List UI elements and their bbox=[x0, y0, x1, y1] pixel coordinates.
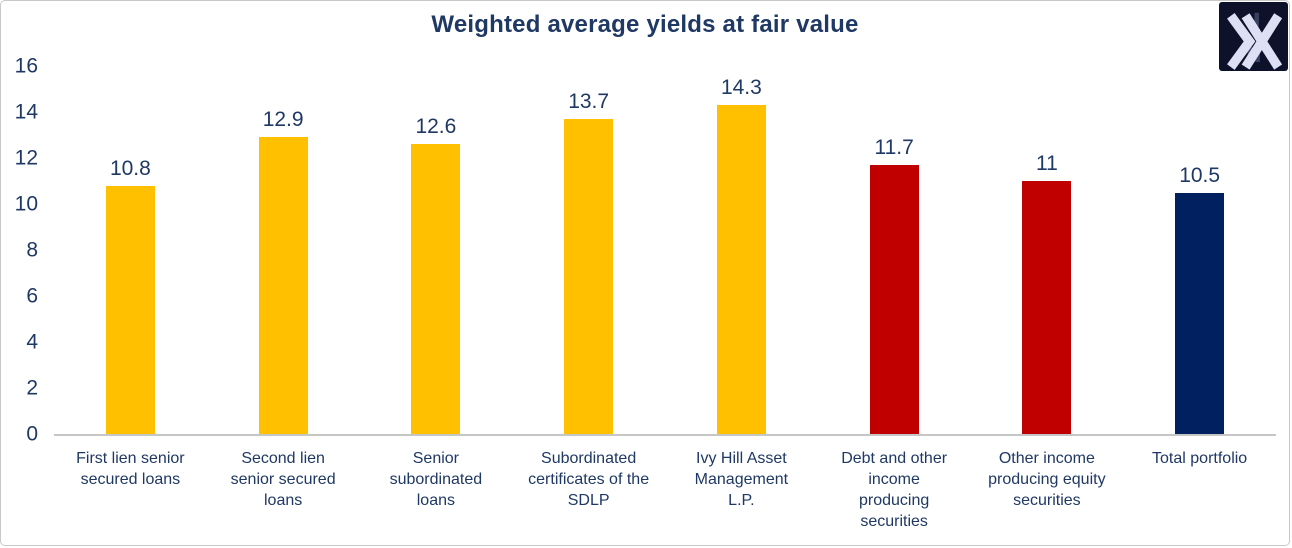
category-label: Other income producing equity securities bbox=[988, 450, 1106, 509]
y-axis-tick-label: 10 bbox=[14, 192, 38, 216]
logo-x-stroke bbox=[1241, 13, 1283, 70]
category-label: Subordinated certificates of the SDLP bbox=[528, 450, 650, 509]
bar bbox=[258, 137, 308, 434]
bar-group: 12.6 bbox=[360, 66, 513, 434]
bar bbox=[869, 164, 919, 434]
category-label: First lien senior secured loans bbox=[76, 450, 185, 488]
category-label: Second lien senior secured loans bbox=[230, 450, 336, 509]
bar-value-label: 11.7 bbox=[874, 135, 914, 159]
bar bbox=[564, 118, 614, 434]
bar-value-label: 10.8 bbox=[109, 156, 151, 180]
y-axis: 0 2 4 6 8 10 12 14 16 bbox=[1, 56, 38, 445]
bar-value-label: 11 bbox=[1035, 152, 1058, 175]
y-axis-tick-label: 2 bbox=[26, 376, 38, 400]
y-axis-tick-label: 12 bbox=[14, 146, 38, 170]
bar-value-label: 10.5 bbox=[1179, 163, 1221, 187]
plot-area: 10.8 12.9 12.6 13.7 14.3 11.7 11 10.5 bbox=[54, 66, 1276, 436]
y-axis-tick-label: 14 bbox=[14, 100, 38, 124]
bar-group: 11 bbox=[971, 66, 1124, 434]
bar-group: 13.7 bbox=[512, 66, 665, 434]
bars-container: 10.8 12.9 12.6 13.7 14.3 11.7 11 10.5 bbox=[54, 66, 1276, 434]
bar bbox=[716, 105, 766, 434]
bar-value-label: 12.9 bbox=[262, 108, 304, 132]
category-label: Senior subordinated loans bbox=[389, 450, 483, 509]
bar-group: 10.5 bbox=[1123, 66, 1276, 434]
logo-chevron bbox=[1227, 13, 1256, 70]
y-axis-tick-label: 4 bbox=[26, 330, 38, 354]
y-axis-tick-label: 8 bbox=[26, 238, 38, 262]
category-label: Debt and other income producing securiti… bbox=[841, 450, 948, 530]
bar-group: 10.8 bbox=[54, 66, 207, 434]
x-axis-labels: First lien senior secured loans Second li… bbox=[54, 448, 1276, 532]
bar bbox=[1022, 181, 1072, 434]
category-label: Ivy Hill Asset Management L.P. bbox=[694, 450, 789, 509]
bar-group: 14.3 bbox=[665, 66, 818, 434]
y-axis-tick-label: 16 bbox=[14, 54, 38, 78]
bar-group: 11.7 bbox=[818, 66, 971, 434]
y-axis-tick-label: 0 bbox=[26, 422, 38, 446]
bar bbox=[105, 185, 155, 434]
category-label: Total portfolio bbox=[1152, 450, 1248, 467]
double-x-logo-icon bbox=[1219, 2, 1288, 71]
bar bbox=[1175, 192, 1225, 434]
bar-value-label: 12.6 bbox=[415, 115, 457, 139]
bar-value-label: 13.7 bbox=[568, 89, 610, 113]
bar bbox=[411, 144, 461, 434]
y-axis-tick-label: 6 bbox=[26, 284, 38, 308]
bar-value-label: 14.3 bbox=[720, 76, 762, 100]
logo-faint-bar bbox=[1254, 12, 1259, 27]
bar-group: 12.9 bbox=[207, 66, 360, 434]
chart-title: Weighted average yields at fair value bbox=[431, 11, 859, 38]
